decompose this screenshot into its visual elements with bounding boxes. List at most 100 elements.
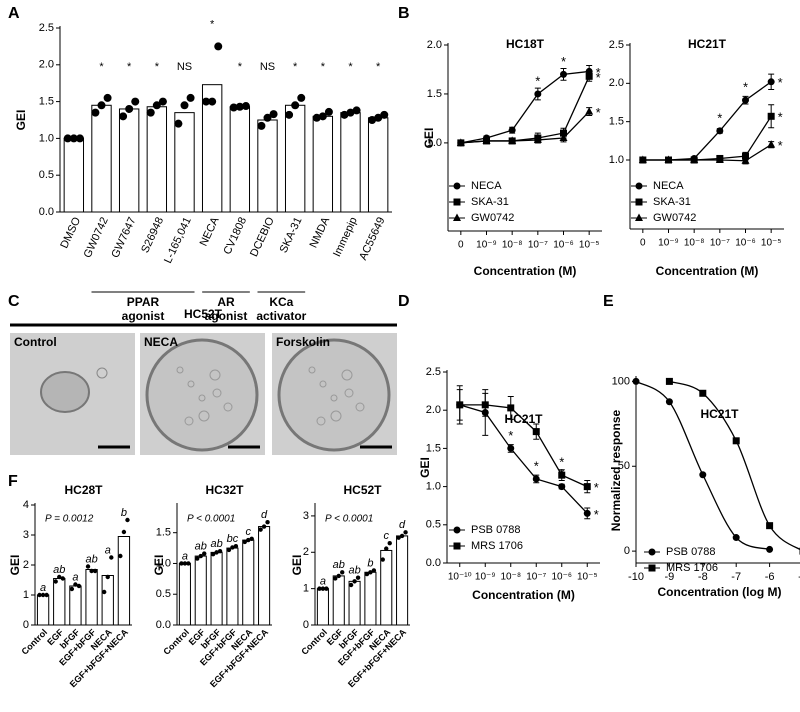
legend-label: PSB 0788 (471, 524, 521, 536)
x-tick-label: 10⁻⁵ (761, 238, 782, 249)
bar (242, 539, 255, 626)
data-point (158, 97, 167, 106)
cell (198, 394, 206, 402)
data-point (60, 576, 66, 581)
y-tick-label: 3 (23, 529, 29, 541)
bar (396, 535, 409, 626)
annotation: * (508, 428, 513, 443)
y-tick-label: 2.5 (426, 366, 441, 378)
panel-label: B (398, 5, 410, 22)
marker (665, 377, 673, 385)
data-point (380, 557, 385, 562)
data-point (364, 571, 370, 577)
legend-label: GW0742 (471, 212, 514, 224)
annotation: d (399, 519, 406, 531)
y-tick-label: 50 (618, 460, 630, 472)
annotation: ab (348, 565, 360, 577)
series-line (642, 144, 772, 162)
marker (632, 377, 640, 385)
marker (508, 136, 517, 144)
marker (732, 534, 740, 542)
marker (481, 401, 489, 409)
marker (559, 133, 568, 141)
annotation: c (384, 530, 390, 542)
x-tick-label: 10⁻⁸ (500, 572, 521, 583)
legend-label: NECA (653, 180, 684, 192)
data-point (208, 97, 217, 106)
bar (257, 119, 278, 213)
bar (210, 551, 223, 626)
cell (187, 380, 195, 388)
y-tick-label: 1.0 (39, 132, 54, 144)
chart-title: HC21T (688, 37, 727, 51)
annotation: * (596, 70, 601, 85)
cell (308, 366, 316, 374)
x-tick-label: 10⁻⁷ (528, 240, 548, 251)
data-point (320, 586, 326, 591)
data-point (210, 552, 216, 557)
bar (63, 137, 85, 213)
marker (767, 140, 776, 148)
data-point (233, 544, 239, 549)
image-label: Forskolin (276, 335, 330, 349)
data-point (44, 592, 49, 598)
legend-marker (453, 213, 461, 221)
panel-label: A (8, 5, 20, 22)
annotation: ab (53, 564, 65, 576)
bar (69, 585, 82, 626)
data-point (324, 107, 333, 116)
y-tick-label: 0.0 (39, 206, 54, 218)
data-point (103, 93, 112, 102)
data-point (261, 524, 267, 529)
organoid (40, 371, 90, 413)
data-point (76, 583, 82, 589)
marker (767, 112, 775, 120)
data-point (246, 537, 251, 543)
data-point (119, 112, 128, 121)
data-point (257, 121, 266, 130)
legend-label: MRS 1706 (666, 562, 718, 574)
annotation: * (534, 458, 539, 473)
y-tick-label: 0.0 (426, 557, 441, 569)
legend-marker (453, 542, 461, 550)
y-tick-label: 2 (23, 559, 29, 571)
x-tick-label: -7 (731, 571, 741, 583)
y-tick-label: 1.0 (156, 557, 171, 569)
legend-marker (453, 182, 461, 190)
data-point (202, 97, 211, 106)
data-point (125, 517, 130, 523)
annotation: ab (210, 538, 222, 550)
legend-marker (635, 198, 643, 206)
chart-title: HC18T (506, 37, 545, 51)
cell (316, 416, 326, 426)
annotation: * (210, 18, 215, 30)
cell (330, 394, 338, 402)
marker (585, 72, 593, 80)
cell (344, 388, 354, 398)
x-tick-label: 10⁻⁹ (658, 238, 679, 249)
y-axis-label: GEI (422, 128, 436, 149)
data-point (182, 561, 188, 566)
data-point (180, 101, 189, 110)
data-point (121, 529, 127, 535)
marker (560, 70, 567, 78)
marker (560, 129, 567, 137)
annotation: * (717, 110, 722, 125)
bar (316, 588, 329, 626)
x-tick-label: 10⁻⁹ (475, 572, 496, 583)
bar (367, 117, 389, 213)
y-tick-label: 1.5 (427, 88, 442, 100)
annotation: * (321, 61, 326, 73)
data-point (403, 530, 408, 535)
marker (533, 135, 542, 143)
data-point (285, 110, 294, 119)
x-tick-label: -8 (698, 571, 708, 583)
annotation: * (99, 61, 104, 73)
cell (212, 388, 222, 398)
x-tick-label: 10⁻¹⁰ (448, 572, 472, 583)
bar (174, 112, 195, 213)
data-point (85, 564, 91, 569)
data-point (249, 536, 254, 542)
annotation: a (72, 571, 78, 583)
bar (53, 578, 66, 626)
